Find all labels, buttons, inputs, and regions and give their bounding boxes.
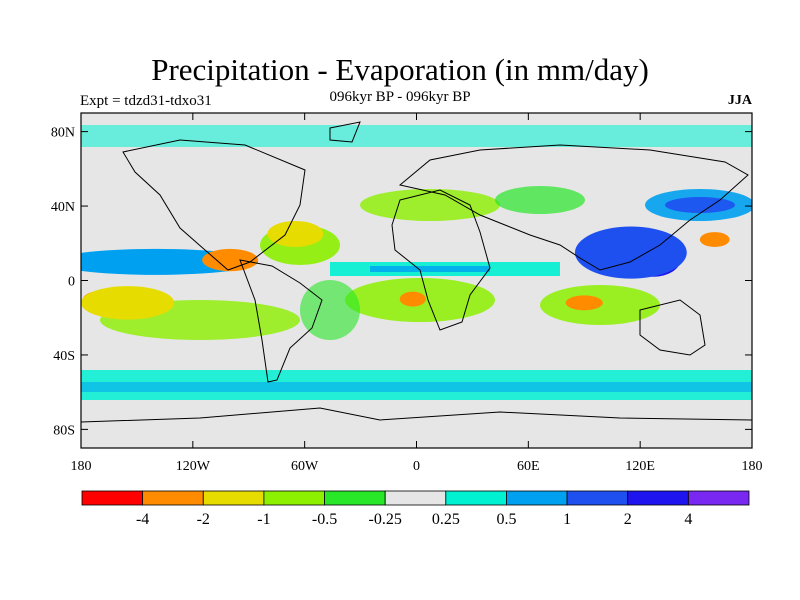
- precip-regions: [81, 220, 730, 320]
- lon-label: 60E: [517, 459, 540, 474]
- colorbar: -4 -2 -1 -0.5 -0.25 0.25 0.5 1 2 4: [81, 490, 750, 528]
- colorbar-label: -2: [197, 511, 210, 528]
- colorbar-swatch: [566, 490, 629, 506]
- colorbar-swatch: [445, 490, 507, 506]
- lat-label: 40S: [53, 349, 75, 364]
- lon-label: 120W: [176, 459, 211, 474]
- lat-label: 0: [68, 275, 75, 290]
- experiment-label: Expt = tdzd31-tdxo31: [80, 93, 212, 109]
- colorbar-label: 0.5: [496, 511, 516, 528]
- region-nw-pacific-dry: [699, 232, 730, 247]
- map-axes: 80N 40N 0 40S 80S 180 120W 60W 0 60E 120E 180: [51, 113, 763, 474]
- region-south-pacific-dry-halo: [81, 286, 175, 320]
- coastlines: [81, 121, 752, 423]
- lat-label: 80N: [51, 126, 75, 141]
- colorbar-label: -4: [136, 511, 149, 528]
- region-asian-monsoon-wet: [574, 226, 687, 279]
- colorbar-label: -1: [257, 511, 270, 528]
- colorbar-swatch: [202, 490, 265, 506]
- colorbar-swatch: [263, 490, 325, 506]
- lon-label: 120E: [625, 459, 655, 474]
- colorbar-swatch: [324, 490, 386, 506]
- plot-subtitle: 096kyr BP - 096kyr BP: [329, 89, 471, 105]
- colorbar-swatch: [81, 490, 144, 506]
- colorbar-swatch: [506, 490, 568, 506]
- lat-label: 40N: [51, 200, 75, 215]
- colorbar-swatch: [687, 490, 750, 506]
- plot-title: Precipitation - Evaporation (in mm/day): [151, 52, 649, 87]
- lon-label: 180: [71, 459, 92, 474]
- lon-label: 180: [742, 459, 763, 474]
- colorbar-label: -0.25: [369, 511, 402, 528]
- colorbar-label: 4: [684, 511, 692, 528]
- lon-label: 0: [413, 459, 420, 474]
- colorbar-label: 2: [624, 511, 632, 528]
- lon-label: 60W: [291, 459, 319, 474]
- colorbar-label: -0.5: [312, 511, 337, 528]
- region-south-atlantic-dry: [399, 291, 426, 307]
- map-panel: [81, 113, 752, 448]
- region-north-atlantic-dry: [267, 220, 324, 248]
- colorbar-swatch: [384, 490, 447, 506]
- season-label: JJA: [727, 93, 752, 108]
- region-indian-ocean-dry: [565, 295, 603, 311]
- colorbar-label: 0.25: [432, 511, 460, 528]
- colorbar-swatch: [142, 490, 204, 506]
- colorbar-label: 1: [563, 511, 571, 528]
- lat-label: 80S: [53, 423, 75, 438]
- region-east-pacific-dry-halo: [202, 248, 259, 272]
- colorbar-swatch: [627, 490, 689, 506]
